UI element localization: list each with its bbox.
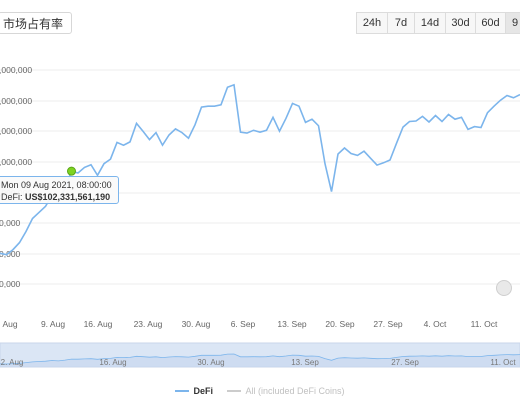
tooltip-date: Mon 09 Aug 2021, 08:00:00: [1, 180, 112, 190]
data-tooltip: Mon 09 Aug 2021, 08:00:00 DeFi: US$102,3…: [0, 176, 119, 204]
navigator-series-line: [0, 353, 520, 365]
y-tick-label: 0,000: [0, 249, 21, 259]
range-button-30d[interactable]: 30d: [445, 12, 476, 34]
range-button-9[interactable]: 9: [505, 12, 520, 34]
legend-label-defi: DeFi: [193, 386, 213, 396]
navigator-tick-label: 11. Oct: [490, 358, 516, 367]
x-tick-label: Aug: [2, 319, 17, 329]
reset-zoom-icon[interactable]: [496, 280, 512, 296]
x-tick-label: 11. Oct: [471, 319, 498, 329]
y-tick-label: ,000,000: [0, 65, 32, 75]
y-tick-label: ,000,000: [0, 126, 32, 136]
legend-swatch-defi: [175, 390, 190, 392]
navigator-tick-label: 30. Aug: [197, 358, 224, 367]
y-tick-label: ,000,000: [0, 157, 32, 167]
navigator-tick-label: 27. Sep: [391, 358, 419, 367]
range-button-24h[interactable]: 24h: [356, 12, 388, 34]
tooltip-value-row: DeFi: US$102,331,561,190: [1, 191, 114, 203]
market-share-button[interactable]: 市场占有率: [0, 12, 73, 34]
tooltip-series-label: DeFi:: [1, 192, 26, 202]
y-tick-label: 0,000: [0, 218, 21, 228]
navigator-tick-label: 16. Aug: [99, 358, 126, 367]
x-tick-label: 30. Aug: [182, 319, 211, 329]
navigator-tick-label: 13. Sep: [291, 358, 319, 367]
x-tick-label: 20. Sep: [325, 319, 355, 329]
highlighted-data-point[interactable]: [67, 166, 76, 176]
range-button-14d[interactable]: 14d: [414, 12, 446, 34]
x-tick-label: 27. Sep: [373, 319, 403, 329]
chart-toolbar: 市场占有率 24h 7d 14d 30d 60d 9: [0, 0, 520, 46]
legend-label-all: All (included DeFi Coins): [245, 386, 345, 396]
range-button-7d[interactable]: 7d: [387, 12, 415, 34]
x-tick-label: 6. Sep: [231, 319, 256, 329]
x-axis-labels: Aug 9. Aug 16. Aug 23. Aug 30. Aug 6. Sep 13. …: [2, 319, 498, 329]
x-tick-label: 9. Aug: [41, 319, 65, 329]
defi-market-cap-chart[interactable]: ,000,000,000,000,000,000,000,000,000,000…: [0, 46, 520, 382]
legend-swatch-all: [227, 390, 242, 392]
legend-item-defi[interactable]: DeFi: [175, 384, 213, 398]
x-tick-label: 4. Oct: [424, 319, 447, 329]
tooltip-value: US$102,331,561,190: [25, 192, 111, 202]
defi-series-line[interactable]: [0, 83, 520, 256]
navigator-area: [0, 354, 520, 367]
chart-legend: DeFi All (included DeFi Coins): [0, 382, 520, 396]
range-navigator[interactable]: 2. Aug 16. Aug 30. Aug 13. Sep 27. Sep 11. Oc…: [0, 342, 520, 368]
legend-item-all[interactable]: All (included DeFi Coins): [227, 384, 345, 398]
x-tick-label: 13. Sep: [277, 319, 307, 329]
time-range-selector: 24h 7d 14d 30d 60d 9: [356, 12, 520, 34]
x-tick-label: 16. Aug: [84, 319, 113, 329]
navigator-tick-label: 2. Aug: [1, 358, 24, 367]
range-button-60d[interactable]: 60d: [475, 12, 506, 34]
y-tick-label: 0,000: [0, 279, 21, 289]
x-tick-label: 23. Aug: [134, 319, 163, 329]
y-tick-label: ,000,000: [0, 96, 32, 106]
